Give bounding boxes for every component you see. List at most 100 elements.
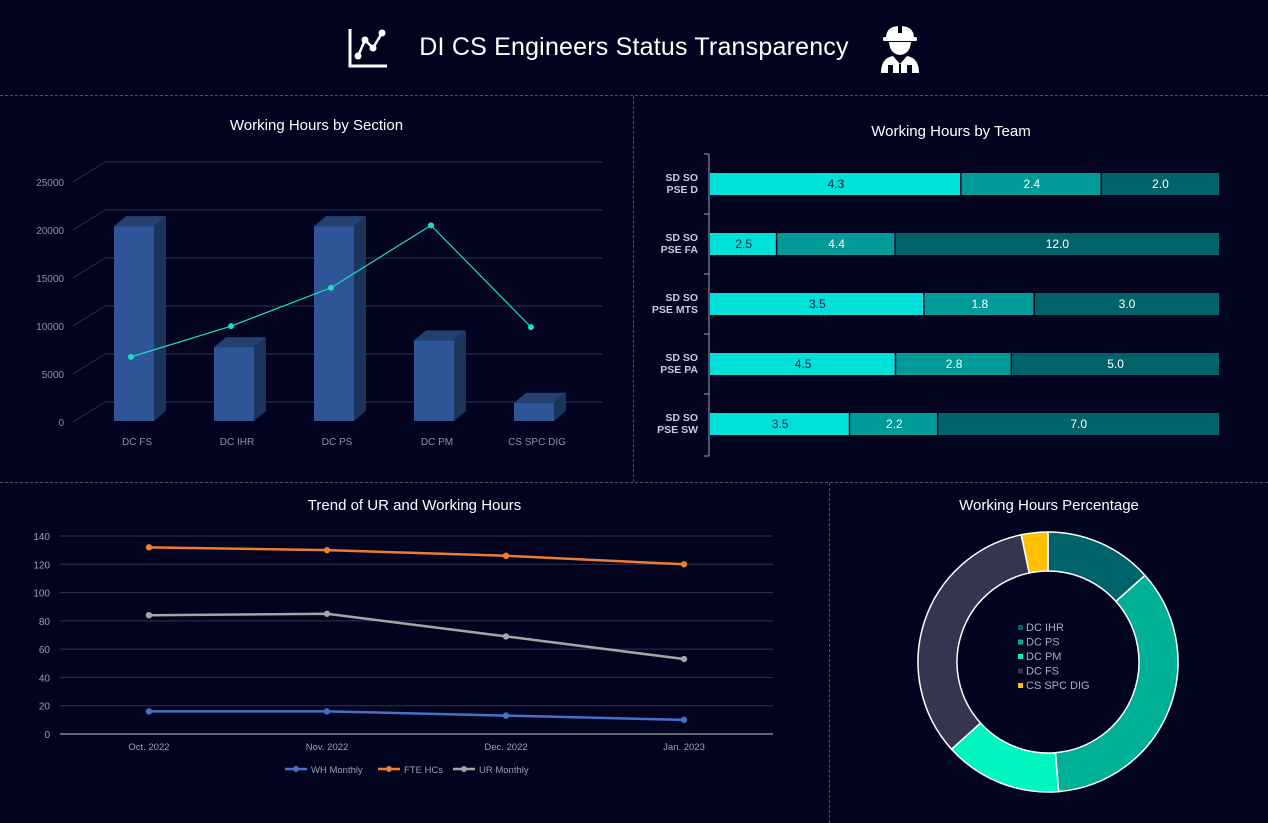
x-tick-label: DC FS bbox=[122, 437, 152, 448]
legend-marker bbox=[386, 766, 392, 772]
legend-marker bbox=[461, 766, 467, 772]
x-tick-label: Oct. 2022 bbox=[128, 742, 169, 753]
bar-segment bbox=[896, 353, 1011, 375]
bar-top bbox=[314, 216, 366, 227]
category-label: PSE PA bbox=[660, 364, 698, 376]
data-label: 5.0 bbox=[1107, 357, 1124, 371]
gridline bbox=[72, 209, 106, 231]
data-label: 3.5 bbox=[772, 417, 789, 431]
y-tick-label: 40 bbox=[39, 673, 51, 684]
y-tick-label: 10000 bbox=[36, 322, 64, 333]
engineer-icon bbox=[879, 23, 921, 73]
bar-segment bbox=[777, 233, 895, 255]
gridline bbox=[72, 353, 106, 375]
bar-segment bbox=[710, 233, 776, 255]
data-label: 12.0 bbox=[1046, 237, 1070, 251]
legend-label: CS SPC DIG bbox=[1026, 680, 1090, 692]
bar-side bbox=[354, 216, 366, 421]
y-tick-label: 120 bbox=[33, 560, 50, 571]
bar-segment bbox=[710, 173, 961, 195]
series-point bbox=[323, 610, 331, 617]
bar-top bbox=[214, 337, 266, 348]
section-panel: Working Hours by Section 0 5000 10000 15000… bbox=[0, 96, 633, 482]
bar-segment bbox=[1101, 173, 1219, 195]
x-tick-label: DC PM bbox=[421, 437, 453, 448]
legend-label: FTE HCs bbox=[404, 765, 443, 776]
series-point bbox=[502, 633, 510, 640]
bar-top bbox=[514, 392, 566, 403]
series-point bbox=[680, 561, 688, 568]
legend-label: WH Monthly bbox=[311, 765, 363, 776]
series-point bbox=[502, 552, 510, 559]
percentage-chart: DC IHR DC PS DC PM DC FS CS SPC DIG bbox=[917, 531, 1179, 793]
team-panel: Working Hours by Team 4.3 2.4 2.0 SD SO PSE … bbox=[634, 96, 1268, 482]
top-panels-divider bbox=[633, 96, 634, 482]
bar-segment bbox=[938, 413, 1219, 435]
dashboard-header: DI CS Engineers Status Transparency bbox=[0, 0, 1268, 95]
x-tick-label: DC IHR bbox=[220, 437, 254, 448]
percentage-panel: Working Hours Percentage DC IHR DC PS DC P… bbox=[830, 483, 1268, 823]
data-label: 2.8 bbox=[946, 357, 963, 371]
x-tick-label: Jan. 2023 bbox=[663, 742, 705, 753]
line-point bbox=[528, 324, 534, 331]
section-chart: 0 5000 10000 15000 20000 25000 DC FS DC IHR DC P… bbox=[36, 161, 602, 448]
gridline bbox=[72, 161, 106, 183]
bar bbox=[214, 347, 254, 421]
category-label: SD SO bbox=[665, 412, 698, 424]
legend-swatch bbox=[1018, 639, 1023, 645]
data-label: 2.4 bbox=[1023, 177, 1040, 191]
series-line bbox=[148, 546, 685, 566]
category-label: PSE D bbox=[666, 184, 698, 196]
middle-divider bbox=[0, 482, 1268, 483]
donut-slice bbox=[1054, 574, 1179, 793]
series-line bbox=[148, 612, 685, 661]
data-label: 1.8 bbox=[971, 297, 988, 311]
gridline bbox=[72, 257, 106, 279]
y-tick-label: 5000 bbox=[42, 370, 65, 381]
category-label: SD SO bbox=[665, 352, 698, 364]
trend-chart-title: Trend of UR and Working Hours bbox=[307, 497, 522, 514]
y-tick-label: 20000 bbox=[36, 226, 64, 237]
bar-segment bbox=[850, 413, 937, 435]
donut-slice bbox=[917, 533, 1031, 751]
series-line bbox=[149, 710, 685, 722]
line-point bbox=[228, 323, 234, 330]
category-label: PSE FA bbox=[661, 244, 699, 256]
legend-label: DC PS bbox=[1026, 637, 1060, 649]
team-chart-title: Working Hours by Team bbox=[871, 123, 1031, 140]
y-tick-label: 60 bbox=[39, 645, 51, 656]
section-chart-title: Working Hours by Section bbox=[229, 117, 404, 134]
bar-side bbox=[454, 330, 466, 421]
series-point bbox=[145, 544, 153, 551]
category-label: SD SO bbox=[665, 172, 698, 184]
x-tick-label: Dec. 2022 bbox=[484, 742, 527, 753]
y-tick-label: 0 bbox=[58, 418, 64, 429]
bar-side bbox=[254, 337, 266, 421]
series-point bbox=[323, 546, 331, 554]
donut-slice bbox=[1020, 531, 1049, 574]
legend-swatch bbox=[1018, 625, 1023, 630]
y-tick-label: 100 bbox=[33, 589, 50, 600]
bar-top bbox=[114, 216, 166, 227]
data-label: 2.0 bbox=[1152, 177, 1169, 191]
category-label: PSE MTS bbox=[652, 304, 698, 316]
bar-side bbox=[154, 216, 166, 421]
series-point bbox=[145, 708, 153, 715]
header-divider bbox=[0, 95, 1268, 96]
bar-segment bbox=[710, 293, 924, 315]
data-label: 4.3 bbox=[827, 177, 844, 191]
trend-panel: Trend of UR and Working Hours 0 20 40 60 80 1… bbox=[0, 483, 829, 823]
x-tick-label: Nov. 2022 bbox=[306, 742, 349, 753]
data-label: 7.0 bbox=[1070, 417, 1087, 431]
gridline bbox=[72, 305, 106, 327]
y-tick-label: 15000 bbox=[36, 274, 64, 285]
bar-segment bbox=[895, 233, 1219, 255]
data-label: 3.0 bbox=[1119, 297, 1136, 311]
legend-label: DC IHR bbox=[1026, 622, 1064, 634]
data-label: 4.5 bbox=[795, 357, 812, 371]
series-point bbox=[145, 612, 153, 619]
bar-top bbox=[414, 330, 466, 341]
category-label: SD SO bbox=[665, 232, 698, 244]
line-point bbox=[428, 222, 434, 229]
